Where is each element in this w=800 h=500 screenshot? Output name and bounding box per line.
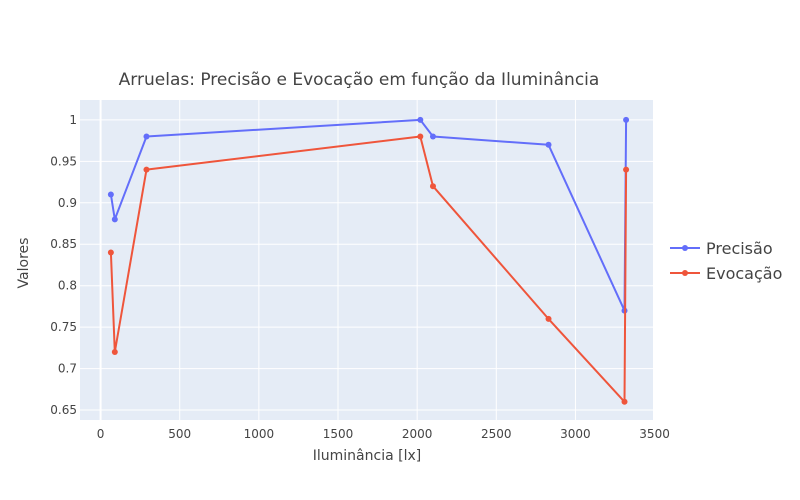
y-tick-label: 0.7 [58,362,77,376]
y-tick-label: 0.9 [58,196,77,210]
data-point[interactable] [107,191,114,198]
data-point[interactable] [111,349,118,356]
x-tick-label: 3000 [560,427,591,441]
x-tick-label: 3500 [639,427,670,441]
y-axis-ticks: 0.65 0.7 0.75 0.8 0.85 0.9 0.95 1 [50,113,77,417]
series-Evocação [107,133,630,405]
legend-label: Evocação [706,264,782,283]
x-tick-label: 2500 [481,427,512,441]
y-tick-label: 0.75 [50,320,77,334]
data-point[interactable] [623,166,630,173]
plot-area [80,100,653,420]
data-point[interactable] [623,116,630,123]
legend-item[interactable]: Evocação [670,264,782,283]
data-point[interactable] [111,216,118,223]
data-point[interactable] [107,249,114,256]
y-tick-label: 0.8 [58,279,77,293]
x-tick-label: 2000 [402,427,433,441]
data-point[interactable] [429,183,436,190]
x-tick-label: 500 [168,427,191,441]
x-axis-title: Iluminância [lx] [313,448,421,464]
series-layer [107,116,630,405]
y-tick-label: 0.65 [50,403,77,417]
series-Precisão [107,116,630,314]
data-point[interactable] [143,166,150,173]
legend-marker-icon [682,245,688,251]
chart-title: Arruelas: Precisão e Evocação em função … [119,70,600,90]
legend[interactable]: Precisão Evocação [670,239,782,283]
series-line [109,118,628,312]
y-tick-label: 0.95 [50,154,77,168]
x-tick-label: 1500 [323,427,354,441]
data-point[interactable] [545,315,552,322]
legend-label: Precisão [706,239,773,258]
x-tick-label: 0 [97,427,105,441]
series-line [109,135,628,403]
x-tick-label: 1000 [244,427,275,441]
legend-marker-icon [682,270,688,276]
data-point[interactable] [621,398,628,405]
data-point[interactable] [143,133,150,140]
x-axis-ticks: 0 500 1000 1500 2000 2500 3000 3500 [97,427,670,441]
y-axis-title: Valores [16,238,32,289]
data-point[interactable] [545,141,552,148]
legend-item[interactable]: Precisão [670,239,773,258]
data-point[interactable] [417,133,424,140]
data-point[interactable] [417,116,424,123]
y-tick-label: 1 [69,113,77,127]
y-tick-label: 0.85 [50,237,77,251]
data-point[interactable] [429,133,436,140]
